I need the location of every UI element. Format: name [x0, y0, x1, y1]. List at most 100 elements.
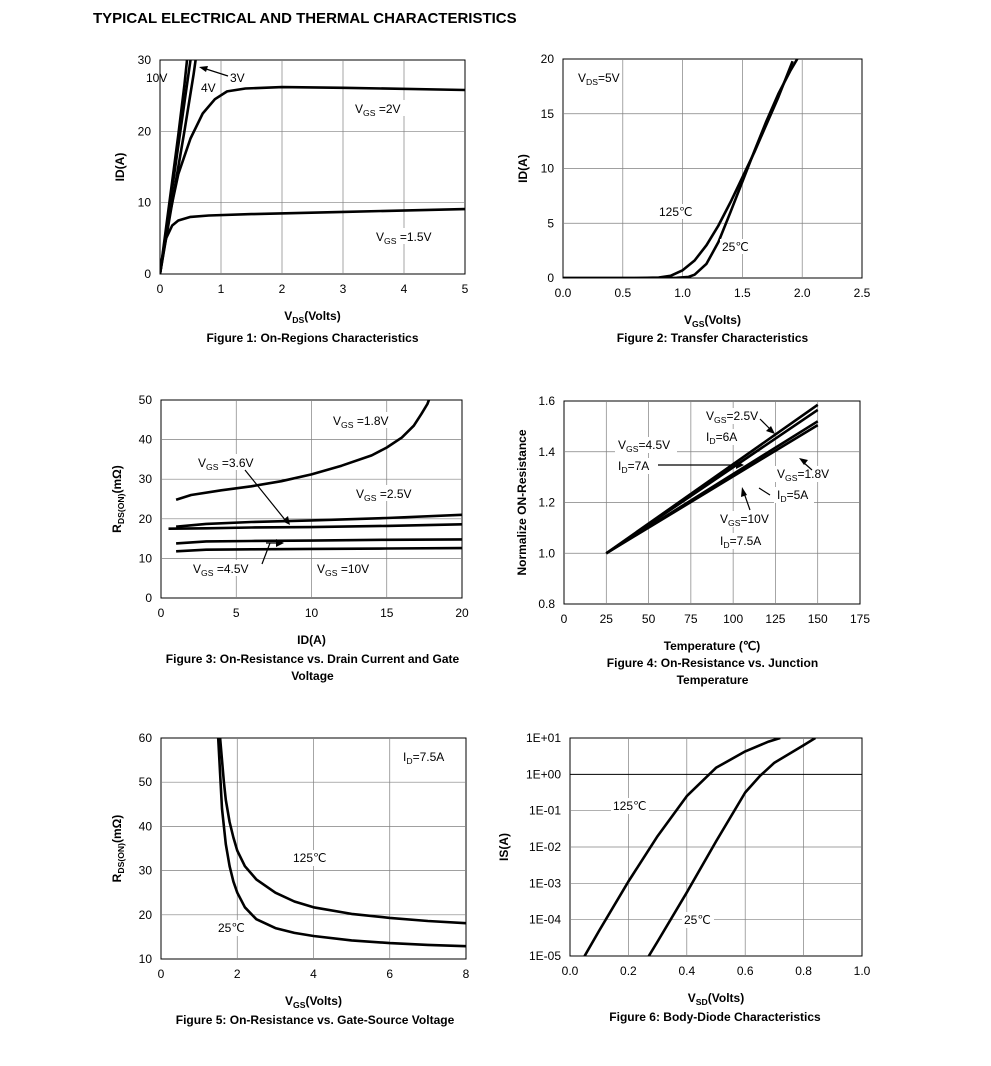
fig3-y-tick-label: 50 [139, 393, 153, 407]
fig2-y-tick-label: 0 [547, 271, 554, 285]
fig3-arrowhead-4-5v [276, 539, 284, 547]
fig2-x-tick-label: 1.0 [674, 286, 691, 300]
fig4-y-axis-label: Normalize ON-Resistance [515, 429, 529, 575]
fig5-y-tick-label: 50 [139, 775, 153, 789]
fig3-series-line-1 [175, 400, 431, 502]
fig1-x-tick-label: 3 [340, 282, 347, 296]
fig6-series-line-1 [583, 738, 781, 956]
fig3-label-background [330, 412, 396, 428]
fig3-series-line-4 [176, 538, 462, 545]
fig3-y-tick-label: 30 [139, 472, 153, 486]
figure-1-caption: Figure 1: On-Regions Characteristics [206, 331, 419, 345]
fig6-y-tick-label: 1E-03 [529, 876, 561, 890]
fig4-series-line-2 [605, 408, 819, 555]
fig5-x-tick-label: 4 [310, 967, 317, 981]
fig4-annotation-vgs-10v: VGS=10V [720, 512, 769, 528]
fig1-x-axis-label: VDS(Volts) [284, 309, 340, 325]
fig2-x-tick-label: 1.5 [734, 286, 751, 300]
fig1-label-background [352, 100, 407, 116]
fig5-label-background [216, 920, 248, 936]
fig4-y-tick-label: 1.4 [538, 445, 555, 459]
fig6-label-background [682, 912, 714, 928]
figure-3-caption: Figure 3: On-Resistance vs. Drain Curren… [165, 652, 460, 683]
fig4-x-tick-label: 50 [642, 612, 656, 626]
fig1-series-line-2 [160, 85, 465, 274]
fig1-arrow-3v [202, 67, 229, 77]
fig6-x-tick-label: 1.0 [854, 964, 871, 978]
fig5-y-tick-label: 60 [139, 731, 153, 745]
fig4-annotation-vgs-2-5v: VGS=2.5V [706, 409, 758, 425]
fig1-annotation-vgs-2v: VGS =2V [355, 102, 401, 118]
fig5-y-tick-label: 40 [139, 819, 153, 833]
fig6-y-tick-label: 1E-04 [529, 913, 561, 927]
fig4-annotation-id-5a: ID=5A [777, 488, 808, 504]
fig2-x-tick-label: 2.0 [794, 286, 811, 300]
fig3-y-tick-label: 10 [139, 551, 153, 565]
fig2-x-tick-label: 2.5 [854, 286, 871, 300]
fig4-y-tick-label: 1.0 [538, 546, 555, 560]
fig4-label-background [703, 408, 765, 424]
figure-4-caption: Figure 4: On-Resistance vs. Junction Tem… [606, 656, 819, 687]
fig3-x-tick-label: 10 [305, 606, 319, 620]
fig4-arrow-5a [758, 487, 771, 496]
fig4-arrowhead-10v [741, 487, 747, 497]
fig5-x-tick-label: 8 [463, 967, 470, 981]
fig3-annotation-vgs-2-5v: VGS =2.5V [356, 487, 412, 503]
fig2-y-tick-label: 15 [541, 107, 555, 121]
fig1-label-background [199, 80, 219, 94]
fig3-y-axis-label: RDS(ON)(mΩ) [110, 465, 126, 533]
fig4-arrowhead-1-8v [799, 458, 808, 465]
fig4-label-background [774, 487, 814, 503]
fig4-series-line-4 [605, 423, 819, 555]
fig4-arrow-10v [743, 492, 751, 511]
fig2-y-tick-label: 20 [541, 52, 555, 66]
fig5-x-tick-label: 2 [234, 967, 241, 981]
fig4-annotation-id-7-5a: ID=7.5A [720, 534, 761, 550]
fig1-annotation-10v: 10V [146, 71, 167, 85]
fig5-annotation-125c: 125℃ [293, 851, 327, 865]
fig2-annotation-25c: 25℃ [722, 240, 749, 254]
fig6-y-axis-label: IS(A) [497, 833, 511, 861]
fig3-y-tick-label: 0 [145, 591, 152, 605]
fig5-x-tick-label: 6 [386, 967, 393, 981]
fig6-y-tick-label: 1E+01 [526, 731, 561, 745]
fig1-x-tick-label: 5 [462, 282, 469, 296]
fig3-x-tick-label: 5 [233, 606, 240, 620]
fig6-x-tick-label: 0.6 [737, 964, 754, 978]
fig5-annotation-id-7-5a: ID=7.5A [403, 750, 444, 766]
fig4-x-tick-label: 75 [684, 612, 698, 626]
fig5-x-axis-label: VGS(Volts) [285, 994, 342, 1010]
fig4-annotation-id-6a: ID=6A [706, 430, 737, 446]
fig6-x-tick-label: 0.2 [620, 964, 637, 978]
fig6-annotation-125c: 125℃ [613, 799, 647, 813]
fig1-x-tick-label: 4 [401, 282, 408, 296]
fig3-arrowhead-3-6v [282, 516, 290, 525]
fig2-y-axis-label: ID(A) [516, 154, 530, 183]
fig4-x-tick-label: 25 [600, 612, 614, 626]
fig4-y-tick-label: 0.8 [538, 597, 555, 611]
fig5-annotation-25c: 25℃ [218, 921, 245, 935]
fig4-y-tick-label: 1.2 [538, 496, 555, 510]
fig1-annotation-vgs-1-5v: VGS =1.5V [376, 230, 432, 246]
fig2-label-background [657, 204, 695, 219]
fig2-y-tick-label: 5 [547, 216, 554, 230]
fig1-y-tick-label: 20 [138, 124, 152, 138]
fig4-y-tick-label: 1.6 [538, 394, 555, 408]
fig3-series-line-3 [168, 523, 462, 530]
fig2-x-tick-label: 0.0 [555, 286, 572, 300]
fig1-annotation-3v: 3V [230, 71, 245, 85]
fig6-annotation-25c: 25℃ [684, 913, 711, 927]
fig3-annotation-vgs-10v: VGS =10V [317, 562, 369, 578]
fig6-y-tick-label: 1E-05 [529, 949, 561, 963]
fig6-series-line-2 [647, 738, 816, 956]
fig2-x-tick-label: 0.5 [614, 286, 631, 300]
page-title: TYPICAL ELECTRICAL AND THERMAL CHARACTER… [93, 10, 517, 27]
figure-2-caption: Figure 2: Transfer Characteristics [616, 331, 809, 345]
figure-6-caption: Figure 6: Body-Diode Characteristics [609, 1010, 821, 1024]
fig3-x-tick-label: 15 [380, 606, 394, 620]
fig2-series-line-1 [563, 60, 794, 278]
fig6-y-tick-label: 1E-02 [529, 840, 561, 854]
fig2-annotation-125c: 125℃ [659, 205, 693, 219]
fig3-label-background [190, 560, 256, 576]
